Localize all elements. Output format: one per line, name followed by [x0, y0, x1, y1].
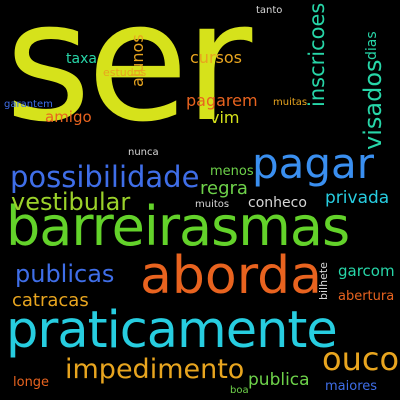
word-catracas: catracas: [12, 290, 89, 311]
word-pagarem: pagarem: [186, 91, 258, 110]
word-inscricoes: inscricoes: [305, 2, 329, 107]
word-cursos: cursos: [190, 48, 242, 67]
word-maiores: maiores: [325, 379, 378, 394]
word-visados: visados: [359, 59, 387, 150]
word-pagar: pagar: [252, 139, 375, 188]
word-possibilidade: possibilidade: [10, 160, 200, 194]
word-garcom-v: dias: [364, 31, 380, 60]
word-garantem: garantem: [4, 99, 53, 110]
word-alunos: alunos: [128, 34, 147, 87]
word-aborda: aborda: [140, 246, 323, 306]
word-ser: ser: [5, 0, 252, 158]
word-impedimento: impedimento: [65, 354, 245, 385]
word-conheco: conheco: [248, 195, 307, 211]
word-abertura: abertura: [338, 289, 395, 304]
word-vestibular: vestibular: [11, 188, 131, 216]
word-garcom: garcom: [338, 262, 395, 280]
word-boa: boa: [230, 385, 249, 396]
word-menos: menos: [210, 164, 254, 179]
word-muitos: muitos: [195, 199, 230, 210]
word-barreirasmas: barreirasmas: [6, 195, 350, 258]
word-amigo: amigo: [45, 108, 92, 126]
word-estudos: estudos: [103, 66, 147, 79]
word-nunca: nunca: [128, 147, 159, 158]
word-privada: privada: [325, 188, 390, 208]
word-muitas: muitas: [273, 97, 308, 108]
word-taxa: taxa: [66, 51, 97, 67]
word-ouco: ouco: [322, 340, 400, 378]
word-praticamente: praticamente: [6, 301, 338, 360]
word-tanto: tanto: [256, 5, 283, 16]
word-bilhete-v: bilhete: [317, 262, 330, 300]
word-longe: longe: [13, 375, 50, 390]
word-regra: regra: [200, 178, 248, 199]
word-publicas: publicas: [15, 260, 115, 288]
word-publica: publica: [248, 370, 310, 390]
word-vim: vim: [210, 108, 240, 127]
